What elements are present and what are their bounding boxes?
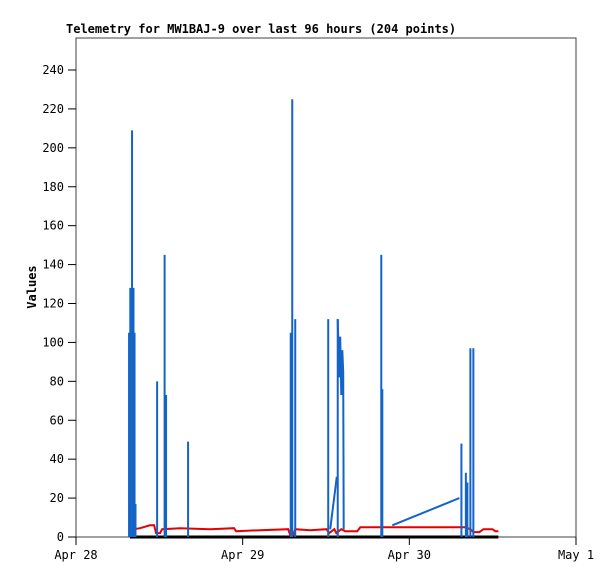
y-tick-label: 40 <box>50 452 64 466</box>
y-tick-label: 100 <box>42 335 64 349</box>
red-channel-line <box>133 524 499 537</box>
y-tick-label: 160 <box>42 219 64 233</box>
x-tick-label: Apr 28 <box>54 548 97 562</box>
red-channel-series <box>133 524 499 537</box>
x-axis: Apr 28 Apr 29 Apr 30 May 1 <box>54 537 594 562</box>
chart-title: Telemetry for MW1BAJ-9 over last 96 hour… <box>66 22 456 36</box>
blue-channel-line <box>391 497 460 527</box>
x-tick-label: Apr 30 <box>388 548 431 562</box>
y-tick-label: 60 <box>50 413 64 427</box>
x-tick-label: Apr 29 <box>221 548 264 562</box>
y-tick-label: 140 <box>42 258 64 272</box>
blue-channel-line <box>336 319 345 530</box>
y-tick-label: 180 <box>42 180 64 194</box>
blue-channel-series <box>128 99 475 537</box>
blue-channel-line <box>329 476 338 530</box>
y-tick-label: 0 <box>57 530 64 544</box>
y-tick-label: 240 <box>42 63 64 77</box>
y-tick-label: 120 <box>42 297 64 311</box>
x-tick-label: May 1 <box>558 548 594 562</box>
y-tick-label: 200 <box>42 141 64 155</box>
plot-frame <box>75 37 577 538</box>
y-axis: 0 20 40 60 80 100 120 140 160 180 200 220 240 <box>42 63 76 544</box>
y-axis-label: Values <box>25 265 39 308</box>
y-tick-label: 20 <box>50 491 64 505</box>
y-tick-label: 80 <box>50 374 64 388</box>
y-tick-label: 220 <box>42 102 64 116</box>
